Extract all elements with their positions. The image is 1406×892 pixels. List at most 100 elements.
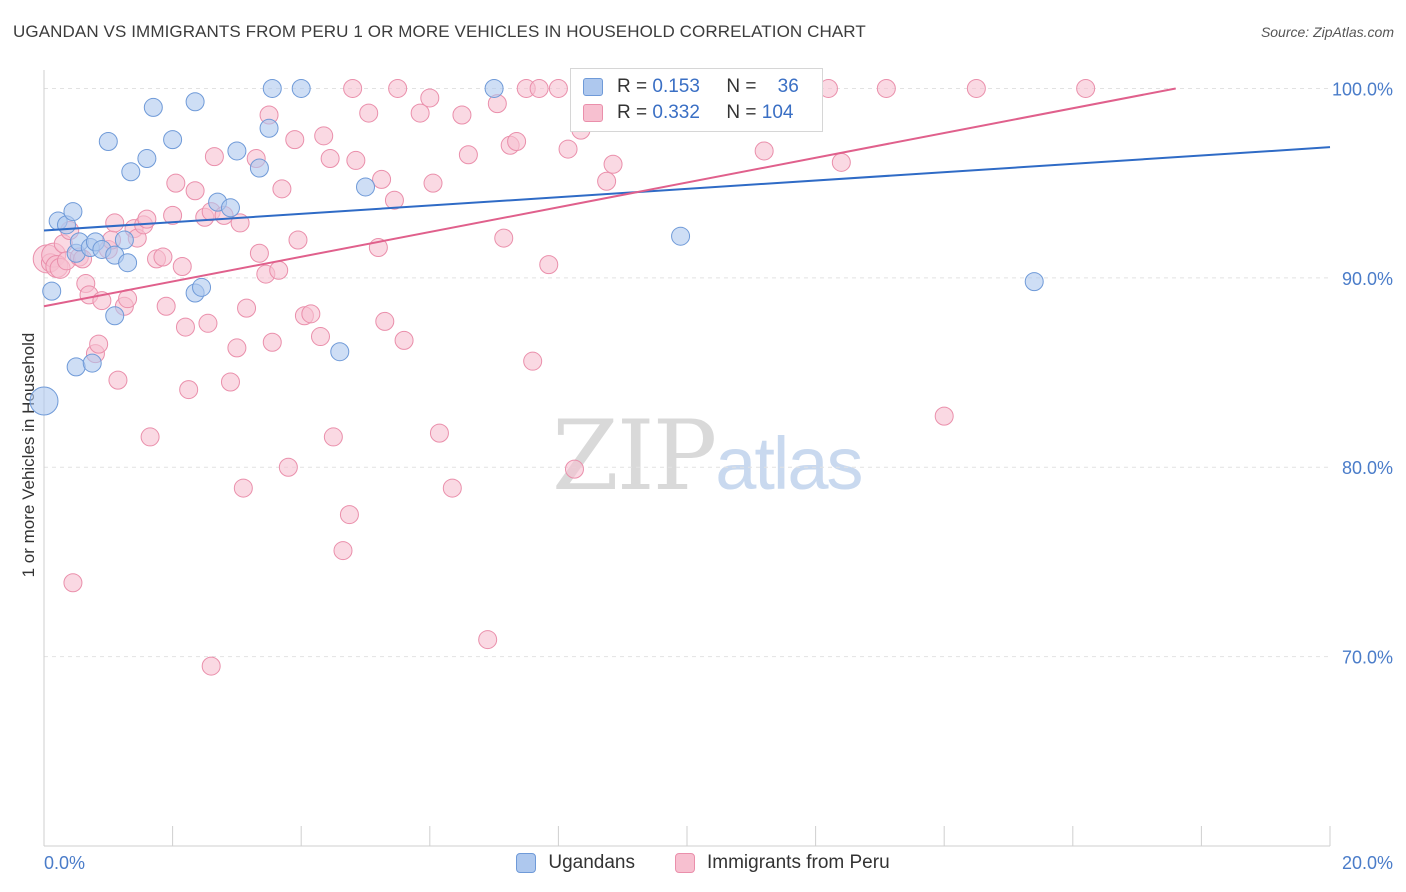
peru-point <box>108 370 128 390</box>
peru-point <box>227 338 247 358</box>
peru-point <box>558 139 578 159</box>
peru-point <box>934 406 954 426</box>
ugandan-point <box>249 158 269 178</box>
peru-point <box>1076 78 1096 98</box>
peru-point <box>523 351 543 371</box>
ugandan-point <box>98 131 118 151</box>
peru-point <box>548 78 568 98</box>
ugandan-point <box>105 306 125 326</box>
ugandan-point <box>259 118 279 138</box>
peru-point <box>346 150 366 170</box>
blue-swatch-icon <box>583 78 603 96</box>
peru-point <box>262 332 282 352</box>
peru-point <box>597 171 617 191</box>
ugandan-point <box>118 253 138 273</box>
peru-point <box>372 169 392 189</box>
peru-point <box>359 103 379 123</box>
peru-point <box>388 78 408 98</box>
peru-point <box>966 78 986 98</box>
peru-point <box>220 372 240 392</box>
ugandan-point <box>42 281 62 301</box>
ugandan-point <box>262 78 282 98</box>
peru-point <box>410 103 430 123</box>
peru-point <box>754 141 774 161</box>
peru-point <box>163 205 183 225</box>
peru-point <box>442 478 462 498</box>
peru-point <box>272 179 292 199</box>
r-label: R = <box>617 76 648 97</box>
y-tick-label: 100.0% <box>1332 79 1393 99</box>
peru-point <box>423 173 443 193</box>
ugandan-point <box>185 92 205 112</box>
y-tick-label: 90.0% <box>1342 269 1393 289</box>
peru-point <box>314 126 334 146</box>
blue-swatch-icon <box>516 853 537 873</box>
legend-label-peru: Immigrants from Peru <box>706 852 890 873</box>
peru-point <box>156 296 176 316</box>
x-tick-label: 20.0% <box>1342 853 1393 873</box>
peru-point <box>166 173 186 193</box>
x-tick-label: 0.0% <box>44 853 85 873</box>
ugandan-point <box>291 78 311 98</box>
legend-item-peru[interactable]: Immigrants from Peru <box>674 852 890 874</box>
peru-point <box>301 304 321 324</box>
peru-point <box>478 630 498 650</box>
peru-point <box>333 541 353 561</box>
n-label: N = <box>726 102 757 123</box>
ugandan-point <box>1024 272 1044 292</box>
ugandan-point <box>29 386 59 416</box>
chart-title: UGANDAN VS IMMIGRANTS FROM PERU 1 OR MOR… <box>13 22 866 41</box>
peru-point <box>153 247 173 267</box>
peru-point <box>429 423 449 443</box>
peru-point <box>539 255 559 275</box>
peru-point <box>507 131 527 151</box>
n-label: N = <box>726 76 757 97</box>
ugandan-point <box>82 353 102 373</box>
peru-point <box>831 152 851 172</box>
peru-point <box>105 213 125 233</box>
peru-point <box>175 317 195 337</box>
peru-point <box>494 228 514 248</box>
peru-point <box>384 190 404 210</box>
peru-point <box>288 230 308 250</box>
ugandan-point <box>114 230 134 250</box>
y-tick-label: 80.0% <box>1342 458 1393 478</box>
peru-point <box>343 78 363 98</box>
ugandan-point <box>163 130 183 150</box>
r-value: 0.153 <box>652 76 700 97</box>
ugandan-point <box>484 78 504 98</box>
stats-row-peru: R = 0.332 N = 104 <box>583 100 793 126</box>
y-tick-label: 70.0% <box>1342 648 1393 668</box>
r-label: R = <box>617 102 648 123</box>
ugandan-point <box>192 277 212 297</box>
peru-point <box>201 656 221 676</box>
peru-point <box>285 130 305 150</box>
peru-point <box>564 459 584 479</box>
legend-item-ugandans[interactable]: Ugandans <box>516 852 635 874</box>
ugandan-point <box>66 357 86 377</box>
source-credit: Source: ZipAtlas.com <box>1260 24 1394 40</box>
peru-point <box>339 505 359 525</box>
peru-point <box>269 260 289 280</box>
peru-point <box>172 256 192 276</box>
peru-point <box>185 181 205 201</box>
peru-trend-line <box>43 87 1176 308</box>
ugandan-point <box>227 141 247 161</box>
peru-point <box>63 573 83 593</box>
peru-point <box>310 327 330 347</box>
ugandan-trend-line <box>43 146 1331 232</box>
peru-point <box>89 334 109 354</box>
peru-point <box>320 149 340 169</box>
peru-point <box>420 88 440 108</box>
peru-point <box>452 105 472 125</box>
ugandan-point <box>63 202 83 222</box>
pink-swatch-icon <box>583 104 603 122</box>
peru-point <box>204 147 224 167</box>
ugandan-point <box>137 149 157 169</box>
peru-point <box>233 478 253 498</box>
ugandan-point <box>356 177 375 197</box>
peru-point <box>249 243 269 263</box>
peru-point <box>394 330 414 350</box>
legend-label-ugandans: Ugandans <box>548 852 635 873</box>
